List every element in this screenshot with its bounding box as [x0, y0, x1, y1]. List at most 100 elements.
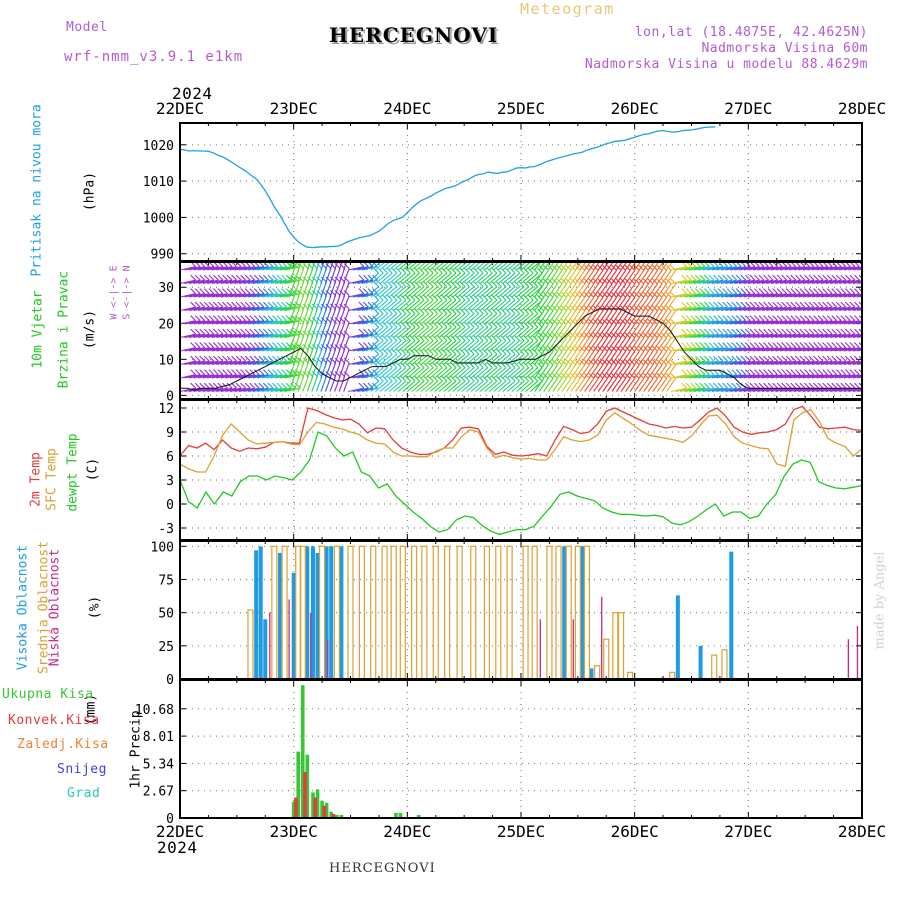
wind-barb: [793, 333, 810, 339]
wind-barb: [370, 313, 384, 325]
wind-barb-flag: [518, 375, 525, 382]
wind-barb: [720, 266, 737, 271]
wind-barb: [475, 340, 489, 352]
x-tick-label-bottom: 24DEC: [383, 822, 431, 841]
wind-barb-flag: [758, 301, 765, 308]
wind-barb: [825, 293, 842, 298]
wind-barb-flag: [409, 375, 416, 382]
wind-barb: [625, 324, 636, 338]
wind-barb: [780, 347, 796, 352]
wind-barb-flag: [754, 301, 760, 308]
wind-barb-flag: [708, 382, 715, 389]
wind-barb: [579, 351, 590, 365]
wind-barb: [202, 333, 219, 339]
wind-barb: [575, 297, 586, 311]
wind-barb: [379, 313, 393, 325]
wind-barb-flag: [868, 262, 873, 267]
wind-barb: [516, 299, 530, 311]
wind-barb: [798, 320, 815, 325]
wind-barb: [552, 283, 563, 298]
wind-barb-flag: [226, 288, 233, 295]
wind-barb-flag: [804, 355, 810, 362]
wind-barb: [180, 374, 196, 379]
wind-barb-flag: [226, 355, 233, 362]
wind-barb: [861, 377, 862, 378]
wind-barb-flag: [817, 315, 824, 322]
wind-barb-flag: [648, 252, 653, 257]
wind-barb: [525, 299, 539, 311]
wind-barb-flag: [244, 328, 251, 335]
wind-barb-flag: [302, 371, 309, 377]
wind-barb: [839, 320, 856, 325]
wind-barb-flag: [868, 275, 873, 280]
wind-barb: [534, 297, 545, 311]
wind-barb-flag: [427, 267, 434, 274]
wind-barb-flag: [854, 274, 860, 281]
wind-barb-flag: [681, 355, 688, 362]
wind-barb-flag: [432, 375, 439, 382]
wind-barb-flag: [509, 362, 516, 369]
wind-barb: [666, 364, 677, 379]
wind-barb-flag: [722, 301, 728, 308]
wind-barb: [575, 283, 586, 298]
wind-barb-flag: [414, 294, 420, 301]
wind-barb: [375, 313, 389, 325]
wind-barb: [793, 266, 810, 271]
wind-barb: [811, 266, 828, 271]
wind-barb: [211, 320, 228, 325]
wind-barb: [629, 270, 640, 284]
wind-barb-flag: [523, 375, 530, 382]
wind-barb: [334, 268, 341, 284]
wind-barb-flag: [386, 308, 393, 315]
wind-barb: [375, 340, 389, 352]
pressure-tick-label: 1020: [143, 139, 174, 154]
wind-barb: [684, 360, 701, 366]
wind-barb: [739, 279, 756, 285]
wind-barb: [588, 297, 599, 311]
wind-barb: [348, 293, 364, 298]
wind-barb: [293, 281, 300, 298]
wind-barb-flag: [536, 308, 543, 315]
wind-barb-flag: [799, 315, 806, 322]
x-tick-label-top: 27DEC: [724, 99, 772, 118]
wind-barb: [666, 262, 673, 271]
wind-barb: [702, 374, 719, 379]
wind-barb-flag: [527, 321, 534, 328]
wind-barb-flag: [290, 250, 295, 255]
wind-barb: [575, 270, 586, 284]
wind-barb-flag: [826, 355, 833, 362]
wind-barb-flag: [244, 342, 251, 349]
wind-barb: [584, 351, 595, 365]
wind-barb: [302, 268, 309, 284]
wind-barb: [780, 279, 796, 285]
wind-barb-flag: [373, 267, 380, 274]
wind-barb-flag: [391, 335, 398, 342]
wind-barb: [470, 326, 484, 338]
wind-barb: [379, 353, 393, 365]
cloud-mid-bar: [506, 545, 513, 680]
wind-barb: [566, 337, 577, 352]
wind-barb: [306, 308, 314, 325]
wind-barb: [730, 347, 746, 352]
wind-barb-flag: [235, 315, 242, 322]
wind-barb: [388, 340, 402, 352]
cloud-high-bar: [258, 546, 263, 679]
wind-barb-flag: [377, 267, 384, 274]
wind-barb: [211, 347, 228, 352]
wind-barb-flag: [240, 301, 247, 308]
wind-barb: [180, 293, 196, 298]
wind-barb: [193, 266, 210, 271]
wind-barb-flag: [785, 288, 792, 295]
wind-tick-label: 0: [166, 389, 174, 404]
wind-barb-flag: [212, 342, 219, 349]
wind-barb: [575, 337, 586, 352]
wind-barb: [579, 324, 590, 338]
wind-barb-flag: [840, 274, 847, 281]
wind-barb-flag: [486, 375, 493, 382]
x-tick-label-top: 22DEC: [156, 99, 204, 118]
wind-barb-flag: [486, 348, 493, 355]
cloud-high-bar: [263, 619, 268, 679]
wind-barb-flag: [289, 344, 295, 350]
wind-barb-flag: [199, 288, 206, 295]
wind-barb-flag: [253, 315, 260, 322]
